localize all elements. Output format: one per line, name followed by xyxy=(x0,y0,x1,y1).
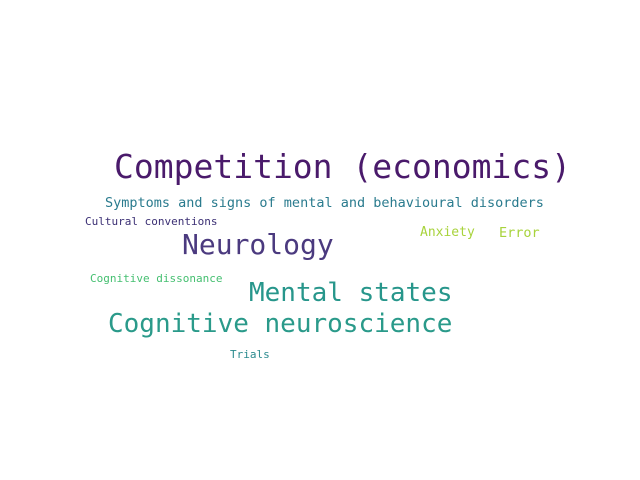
word-mental-states: Mental states xyxy=(249,278,453,308)
word-anxiety: Anxiety xyxy=(420,225,475,240)
word-cultural-conventions: Cultural conventions xyxy=(85,215,218,228)
word-error: Error xyxy=(499,225,540,241)
word-competition-economics: Competition (economics) xyxy=(114,147,571,186)
word-neurology: Neurology xyxy=(182,228,334,261)
word-cognitive-dissonance: Cognitive dissonance xyxy=(90,272,223,285)
word-trials: Trials xyxy=(230,348,270,361)
word-symptoms-and-signs: Symptoms and signs of mental and behavio… xyxy=(105,195,544,211)
word-cognitive-neuroscience: Cognitive neuroscience xyxy=(108,309,453,339)
